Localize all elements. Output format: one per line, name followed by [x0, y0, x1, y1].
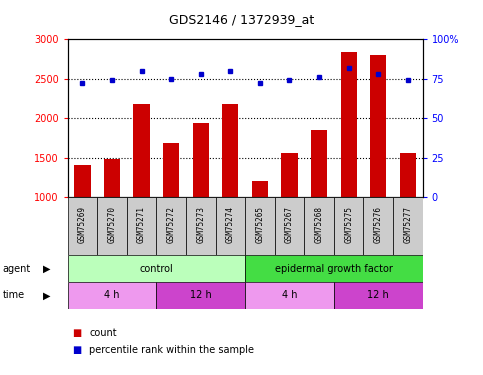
Text: count: count — [89, 328, 117, 338]
Text: GSM75270: GSM75270 — [108, 206, 116, 243]
Bar — [334, 197, 364, 255]
Bar — [127, 197, 156, 255]
Text: ▶: ▶ — [43, 291, 50, 300]
Text: 12 h: 12 h — [368, 291, 389, 300]
Bar — [364, 197, 393, 255]
Bar — [245, 255, 423, 282]
Text: GSM75265: GSM75265 — [256, 206, 264, 243]
Text: GSM75273: GSM75273 — [196, 206, 205, 243]
Bar — [222, 104, 239, 197]
Text: GDS2146 / 1372939_at: GDS2146 / 1372939_at — [169, 13, 314, 26]
Bar — [282, 153, 298, 197]
Bar — [400, 153, 416, 197]
Bar — [74, 165, 90, 197]
Bar — [334, 282, 423, 309]
Bar — [156, 282, 245, 309]
Bar — [252, 181, 268, 197]
Bar — [104, 159, 120, 197]
Bar — [304, 197, 334, 255]
Bar — [393, 197, 423, 255]
Bar — [193, 123, 209, 197]
Text: ■: ■ — [72, 345, 82, 355]
Bar — [68, 282, 156, 309]
Text: GSM75268: GSM75268 — [314, 206, 324, 243]
Text: control: control — [140, 264, 173, 273]
Bar — [163, 143, 179, 197]
Text: GSM75276: GSM75276 — [374, 206, 383, 243]
Bar — [341, 52, 357, 197]
Bar — [186, 197, 215, 255]
Text: agent: agent — [2, 264, 30, 273]
Text: GSM75277: GSM75277 — [403, 206, 412, 243]
Text: 12 h: 12 h — [190, 291, 212, 300]
Bar — [68, 197, 97, 255]
Bar — [156, 197, 186, 255]
Text: time: time — [2, 291, 25, 300]
Bar — [370, 55, 386, 197]
Bar — [245, 282, 334, 309]
Bar — [275, 197, 304, 255]
Text: GSM75272: GSM75272 — [167, 206, 176, 243]
Text: percentile rank within the sample: percentile rank within the sample — [89, 345, 255, 355]
Text: GSM75274: GSM75274 — [226, 206, 235, 243]
Text: 4 h: 4 h — [104, 291, 120, 300]
Bar — [97, 197, 127, 255]
Text: ▶: ▶ — [43, 264, 50, 273]
Bar — [133, 104, 150, 197]
Text: GSM75269: GSM75269 — [78, 206, 87, 243]
Text: GSM75267: GSM75267 — [285, 206, 294, 243]
Text: GSM75271: GSM75271 — [137, 206, 146, 243]
Bar — [68, 255, 245, 282]
Text: ■: ■ — [72, 328, 82, 338]
Bar — [311, 130, 327, 197]
Text: epidermal growth factor: epidermal growth factor — [275, 264, 393, 273]
Text: 4 h: 4 h — [282, 291, 297, 300]
Bar — [215, 197, 245, 255]
Text: GSM75275: GSM75275 — [344, 206, 353, 243]
Bar — [245, 197, 275, 255]
